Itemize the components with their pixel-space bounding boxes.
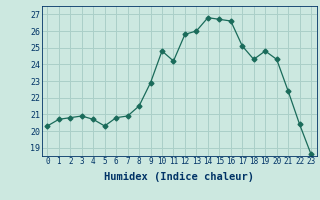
X-axis label: Humidex (Indice chaleur): Humidex (Indice chaleur) [104,172,254,182]
